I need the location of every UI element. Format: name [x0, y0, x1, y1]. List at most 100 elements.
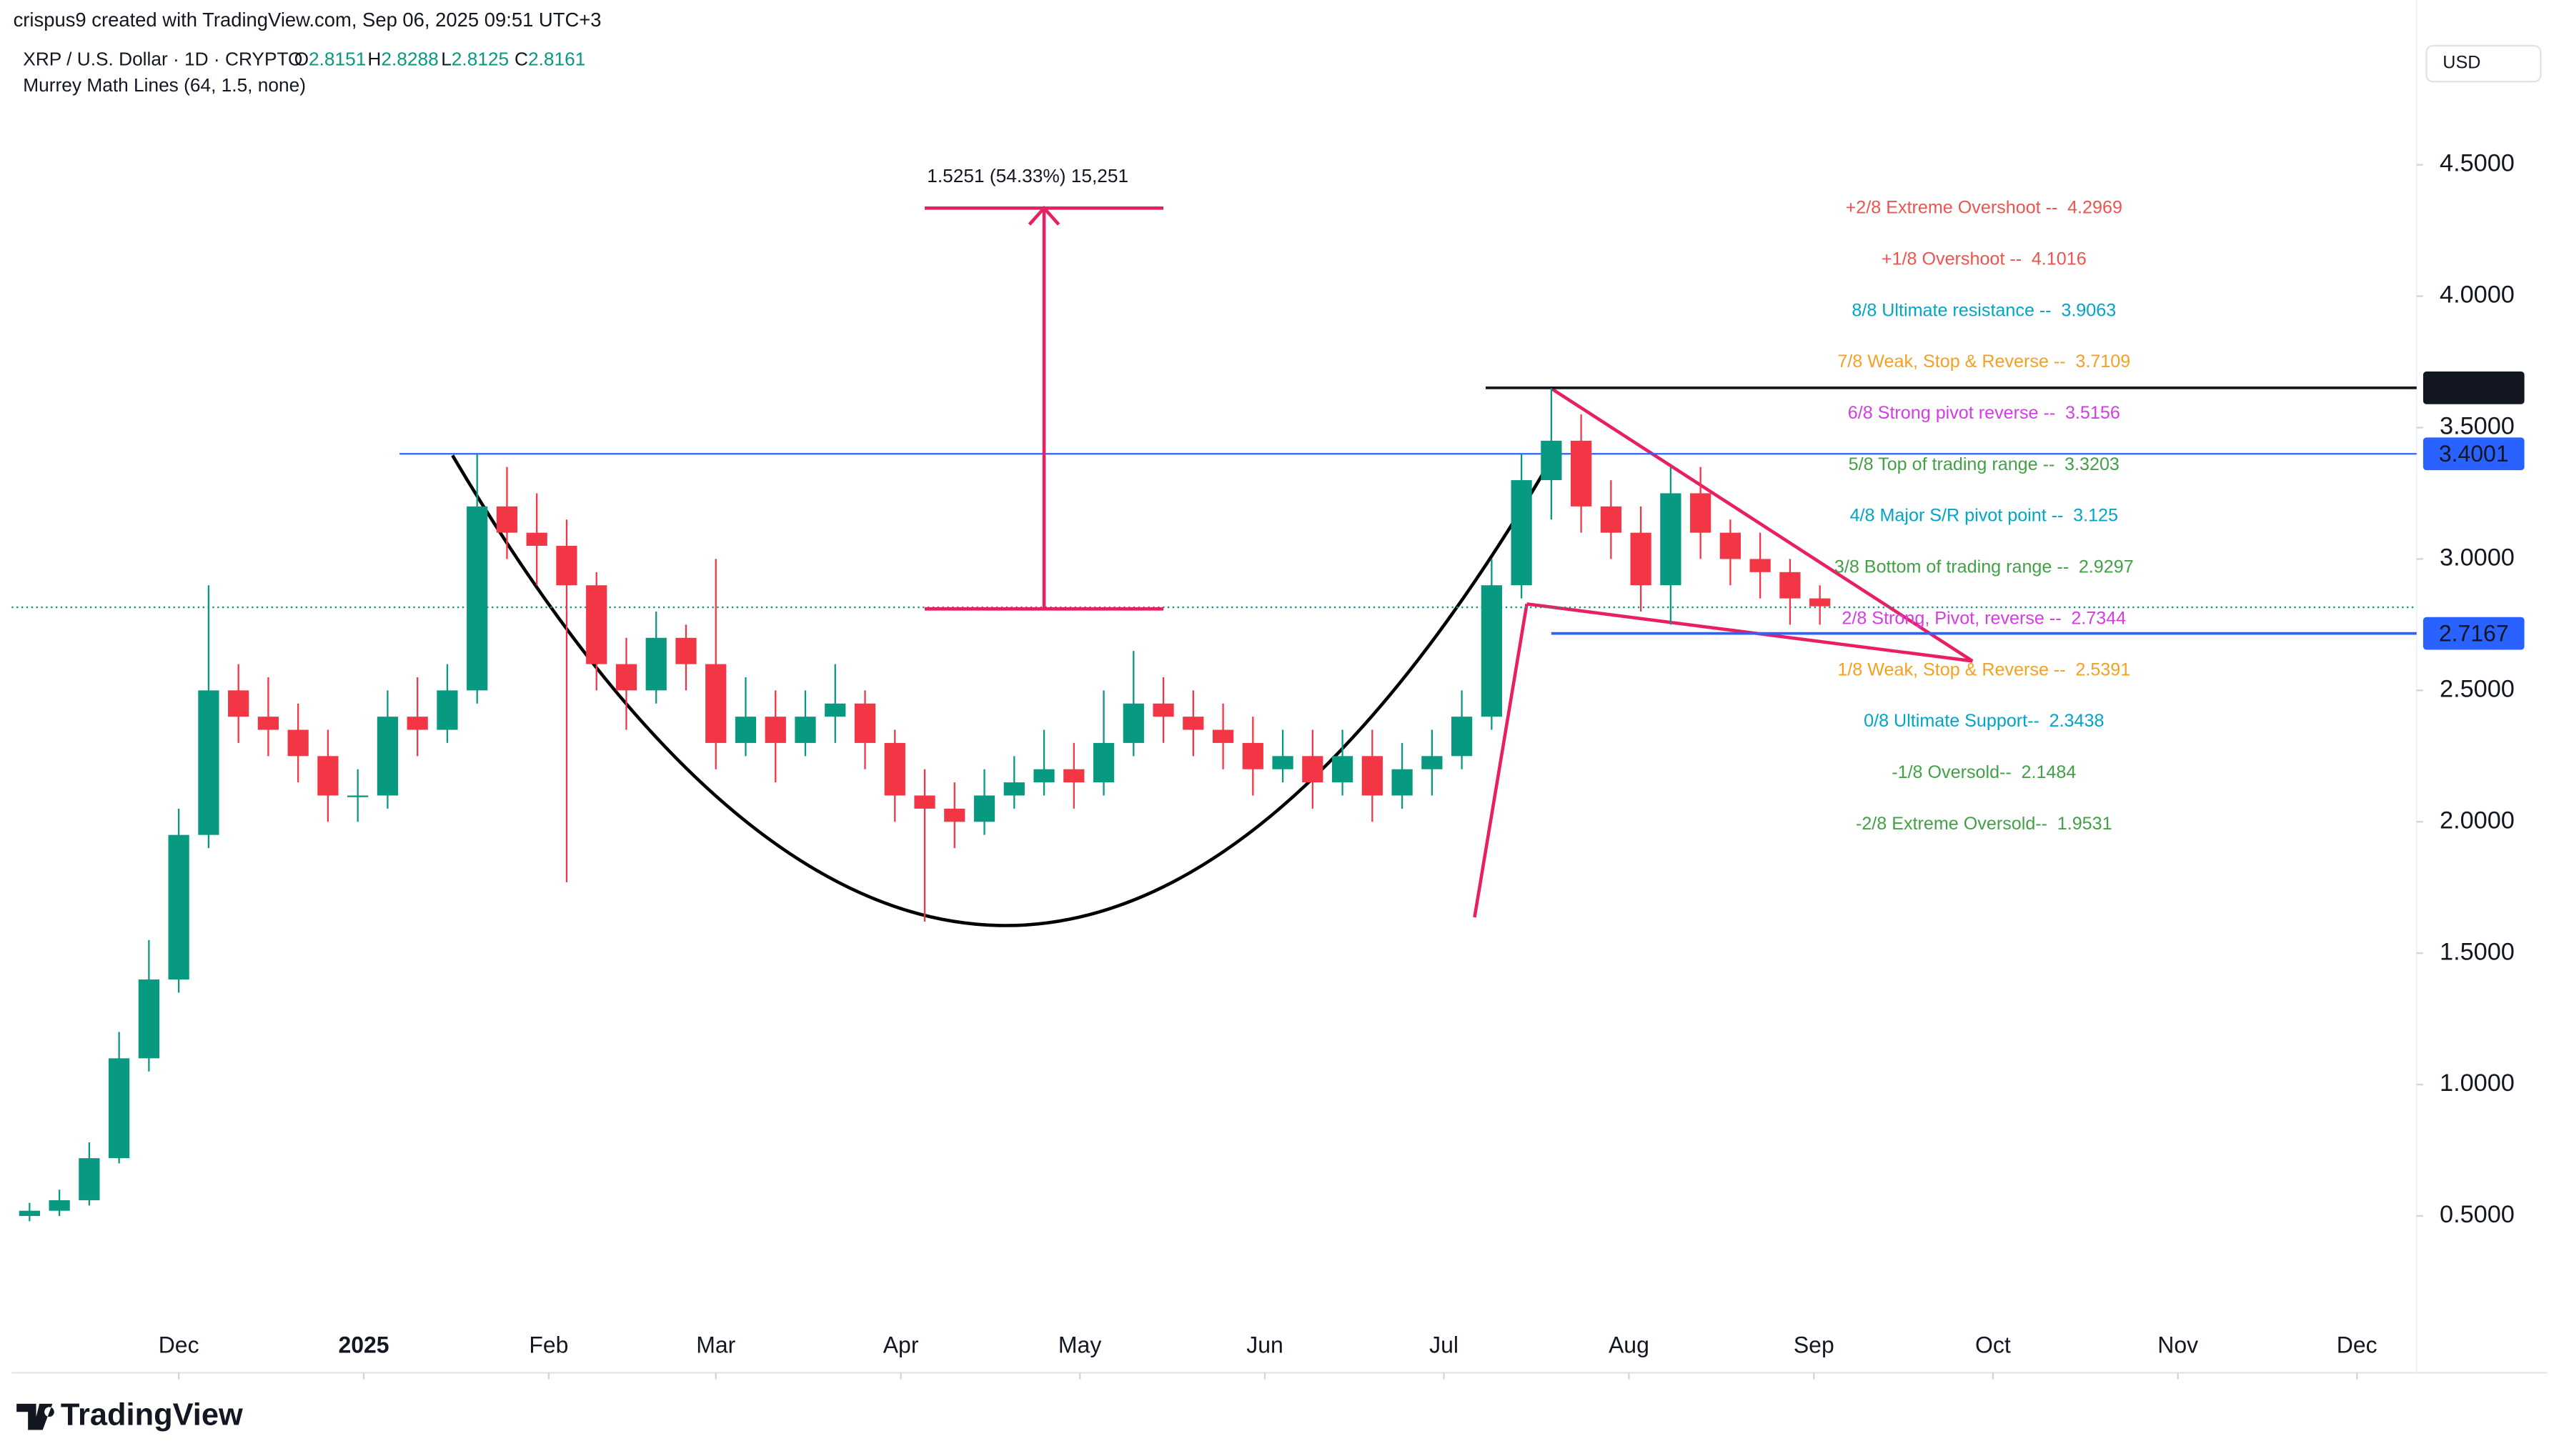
- candle-body: [1571, 440, 1592, 507]
- candle-body: [79, 1158, 100, 1200]
- price-badge-label: 3.4001: [2439, 441, 2509, 467]
- murrey-value: 3.5156: [2065, 403, 2120, 423]
- price-badge: [2423, 372, 2525, 404]
- x-tick-label: Jul: [1429, 1332, 1459, 1357]
- candle-body: [1212, 729, 1234, 743]
- ohlc-value: 2.8288: [381, 48, 438, 69]
- candle-body: [1511, 480, 1532, 586]
- candle-body: [19, 1210, 40, 1217]
- ohlc-item: C2.8161: [515, 48, 585, 69]
- header: crispus9 created with TradingView.com, S…: [14, 9, 602, 31]
- y-tick-label: 4.5000: [2440, 150, 2515, 177]
- candle-body: [347, 795, 369, 797]
- currency-button[interactable]: [2425, 44, 2542, 83]
- price-badge: [2423, 437, 2525, 471]
- x-tick-label: Sep: [1794, 1332, 1834, 1357]
- candle-body: [675, 637, 697, 664]
- candle-body: [168, 834, 189, 979]
- candle-body: [973, 795, 995, 822]
- indicator-label: Murrey Math Lines (64, 1.5, none): [23, 74, 306, 96]
- candle-body: [1093, 742, 1115, 783]
- candle-body: [765, 717, 786, 743]
- candle-body: [198, 690, 219, 835]
- murrey-label: 8/8 Ultimate resistance -- 3.9063: [1852, 300, 2116, 320]
- price-badge-label: 2.7167: [2439, 620, 2509, 646]
- candle-body: [1272, 756, 1293, 769]
- murrey-name: 5/8 Top of trading range --: [1849, 454, 2055, 474]
- brand: TradingView: [61, 1398, 243, 1432]
- murrey-value: 2.3438: [2049, 711, 2105, 731]
- y-tick-label: 1.5000: [2440, 938, 2515, 965]
- wedge-upper: [1550, 387, 1974, 663]
- measure-arrowhead: [1028, 205, 1060, 226]
- x-tick-label: Aug: [1609, 1332, 1649, 1357]
- ohlc-label: C: [515, 48, 528, 69]
- candle-body: [526, 532, 547, 547]
- murrey-label: -2/8 Extreme Oversold-- 1.9531: [1856, 813, 2112, 833]
- ohlc-value: 2.8151: [309, 48, 366, 69]
- candle-body: [1660, 493, 1681, 586]
- candle-body: [49, 1200, 70, 1211]
- candle-body: [615, 664, 637, 691]
- murrey-value: 3.3203: [2064, 454, 2120, 474]
- cup-curve: [451, 454, 1545, 927]
- ohlc-item: L2.8125: [441, 48, 509, 69]
- ohlc-value: 2.8161: [528, 48, 585, 69]
- ohlc-label: L: [441, 48, 452, 69]
- candle-body: [1033, 769, 1055, 783]
- murrey-name: +2/8 Extreme Overshoot --: [1846, 197, 2058, 217]
- candle-body: [1749, 559, 1771, 572]
- murrey-name: 1/8 Weak, Stop & Reverse --: [1837, 659, 2065, 679]
- candle-body: [1242, 742, 1263, 769]
- murrey-label: 2/8 Strong, Pivot, reverse -- 2.7344: [1842, 608, 2126, 628]
- y-tick-label: 3.0000: [2440, 544, 2515, 571]
- candle-body: [317, 756, 339, 796]
- murrey-label: +1/8 Overshoot -- 4.1016: [1882, 249, 2087, 269]
- candle-body: [228, 690, 249, 717]
- murrey-name: -2/8 Extreme Oversold--: [1856, 813, 2047, 833]
- y-tick-label: 2.0000: [2440, 807, 2515, 834]
- murrey-name: 3/8 Bottom of trading range --: [1834, 557, 2069, 577]
- candle-body: [257, 717, 279, 730]
- y-tick-label: 4.0000: [2440, 281, 2515, 309]
- murrey-name: 0/8 Ultimate Support--: [1864, 711, 2039, 731]
- candle-body: [1123, 703, 1144, 743]
- murrey-value: 2.5391: [2075, 659, 2130, 679]
- ohlc-label: H: [367, 48, 381, 69]
- candle-body: [1391, 769, 1413, 796]
- murrey-label: 7/8 Weak, Stop & Reverse -- 3.7109: [1837, 351, 2130, 372]
- murrey-value: 4.2969: [2067, 197, 2122, 217]
- murrey-label: 6/8 Strong pivot reverse -- 3.5156: [1848, 403, 2120, 423]
- candle-body: [825, 703, 846, 717]
- y-tick-label: 1.0000: [2440, 1069, 2515, 1097]
- candle-body: [1600, 506, 1621, 533]
- candle-body: [1779, 572, 1801, 599]
- candle-body: [377, 717, 399, 796]
- y-tick-label: 3.5000: [2440, 413, 2515, 440]
- candle-body: [138, 979, 160, 1059]
- murrey-label: 5/8 Top of trading range -- 3.3203: [1849, 454, 2120, 474]
- candle-body: [705, 664, 727, 743]
- candle-body: [1153, 703, 1174, 717]
- currency: USD: [2443, 53, 2480, 73]
- candle-body: [1003, 782, 1025, 796]
- murrey-value: 2.9297: [2079, 557, 2134, 577]
- candle-body: [287, 729, 309, 757]
- x-tick-label: Feb: [529, 1332, 568, 1357]
- candle-body: [586, 585, 607, 664]
- y-tick-label: 2.5000: [2440, 675, 2515, 702]
- murrey-name: 6/8 Strong pivot reverse --: [1848, 403, 2055, 423]
- murrey-value: 2.1484: [2021, 762, 2076, 782]
- candle-body: [1630, 532, 1651, 586]
- murrey-value: 2.7344: [2071, 608, 2126, 628]
- ohlc-label: O: [294, 48, 309, 69]
- price-badge-label: 3.6512: [2439, 375, 2509, 401]
- x-tick-label: Oct: [1975, 1332, 2011, 1357]
- candle-body: [914, 795, 935, 809]
- candle-body: [854, 703, 876, 743]
- murrey-value: 3.7109: [2075, 351, 2130, 372]
- candle-body: [1481, 585, 1502, 717]
- flagpole-line: [1473, 603, 1529, 918]
